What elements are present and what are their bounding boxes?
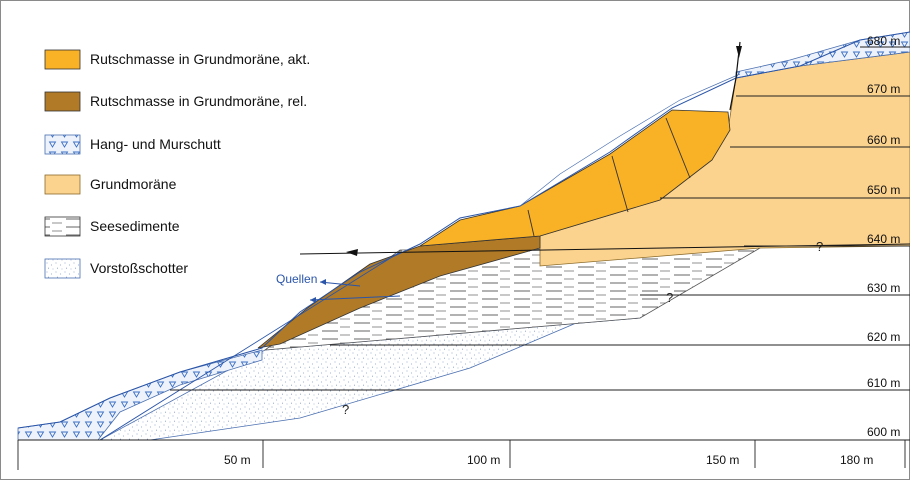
elevation-label: 600 m — [867, 425, 900, 439]
elevation-label: 680 m — [867, 34, 900, 48]
legend-label: Vorstoßschotter — [90, 260, 188, 276]
distance-label: 50 m — [224, 453, 251, 467]
distance-label: 150 m — [706, 453, 739, 467]
legend-swatch-gravel — [44, 258, 81, 279]
distance-label: 180 m — [840, 453, 873, 467]
legend-swatch-lake-sediment — [44, 216, 81, 237]
elevation-label: 630 m — [867, 281, 900, 295]
legend-swatch-scree — [44, 134, 81, 155]
legend-swatch-moraine — [44, 174, 81, 195]
springs-label: Quellen — [276, 272, 317, 286]
active-slide-mass — [419, 109, 731, 247]
elevation-label: 610 m — [867, 376, 900, 390]
legend-swatch-active-slide — [44, 49, 81, 70]
uncertain-mark: ? — [816, 239, 823, 254]
legend-label: Hang- und Murschutt — [90, 136, 221, 152]
legend-label: Grundmoräne — [90, 176, 177, 192]
moraine-unit — [539, 51, 910, 267]
distance-axis — [17, 440, 906, 470]
elevation-label: 660 m — [867, 133, 900, 147]
legend-label: Rutschmasse in Grundmoräne, akt. — [90, 51, 310, 67]
uncertain-mark: ? — [666, 290, 673, 305]
elevation-label: 620 m — [867, 330, 900, 344]
legend-label: Seesedimente — [90, 218, 180, 234]
distance-label: 100 m — [467, 453, 500, 467]
terrain-surface — [17, 31, 910, 429]
legend-label: Rutschmasse in Grundmoräne, rel. — [90, 93, 307, 109]
elevation-label: 640 m — [867, 232, 900, 246]
elevation-grid — [18, 46, 910, 441]
uncertain-mark: ? — [342, 402, 349, 417]
legend: Rutschmasse in Grundmoräne, akt. Rutschm… — [44, 49, 310, 279]
elevation-label: 670 m — [867, 82, 900, 96]
elevation-label: 650 m — [867, 183, 900, 197]
legend-swatch-relic-slide — [44, 91, 81, 112]
